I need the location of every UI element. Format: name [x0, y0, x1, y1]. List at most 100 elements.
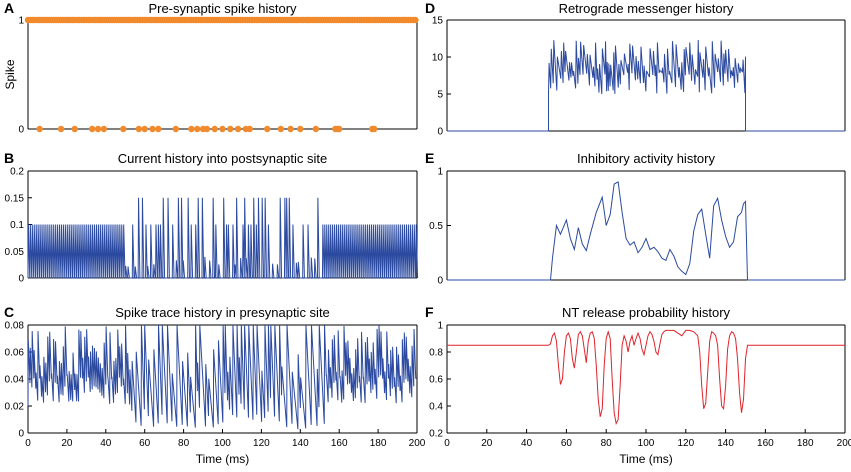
- silent-marker: [155, 125, 162, 133]
- x-tick-label: 100: [214, 438, 231, 449]
- panel-title: NT release probability history: [562, 305, 731, 320]
- silent-marker: [172, 125, 180, 133]
- y-tick-label: 0.5: [429, 221, 443, 232]
- y-tick-label: 0.05: [5, 247, 25, 258]
- y-tick-label: 0.2: [10, 167, 24, 178]
- silent-marker: [264, 125, 271, 133]
- panel-letter: D: [425, 0, 435, 16]
- y-tick-label: 5: [437, 90, 443, 101]
- y-tick-label: 0.02: [5, 402, 25, 413]
- silent-marker: [120, 125, 127, 133]
- panel-letter: A: [4, 0, 14, 16]
- y-tick-label: 0: [18, 274, 24, 285]
- panel-title: Spike trace history in presynaptic site: [115, 305, 330, 320]
- x-tick-label: 40: [521, 438, 533, 449]
- silent-marker: [297, 125, 304, 133]
- x-tick-label: 0: [25, 438, 31, 449]
- panel-c: Spike trace history in presynaptic site C…: [4, 304, 426, 466]
- panel-a: Pre-synaptic spike history A 0 1 Spike: [3, 0, 419, 136]
- silent-marker: [141, 125, 148, 133]
- silent-marker: [277, 125, 285, 133]
- silent-marker: [188, 125, 195, 133]
- x-tick-label: 140: [717, 438, 734, 449]
- panel-letter: F: [425, 304, 434, 320]
- panel-d: Retrograde messenger history D 0 5 10 15: [425, 0, 846, 138]
- y-tick-label: 0.4: [429, 402, 443, 413]
- silent-marker: [36, 125, 43, 133]
- panel-f: NT release probability history F 0.2 0.4 0.6…: [425, 304, 851, 466]
- silent-marker: [336, 125, 343, 133]
- x-tick-label: 160: [757, 438, 774, 449]
- x-tick-label: 60: [139, 438, 151, 449]
- panel-title: Pre-synaptic spike history: [148, 1, 297, 16]
- y-tick-label: 10: [432, 53, 444, 64]
- y-tick-label: 0.08: [5, 321, 25, 332]
- x-tick-label: 200: [837, 438, 851, 449]
- silent-marker: [371, 125, 378, 133]
- panel-title: Retrograde messenger history: [559, 1, 734, 16]
- y-tick-label: 0.1: [10, 220, 24, 231]
- y-tick-label: 15: [432, 16, 444, 27]
- silent-marker: [312, 125, 320, 133]
- nt-release-trace: [447, 329, 845, 426]
- y-tick-label: 0.6: [429, 375, 443, 386]
- silent-marker: [194, 125, 201, 133]
- y-tick-label: 0: [437, 276, 443, 287]
- retrograde-trace: [447, 40, 845, 132]
- y-axis-label: Spike: [3, 59, 17, 89]
- panel-letter: C: [4, 304, 14, 320]
- silent-marker: [94, 125, 102, 133]
- x-tick-label: 80: [178, 438, 190, 449]
- spike-trace: [27, 324, 417, 430]
- x-tick-label: 60: [561, 438, 573, 449]
- panel-title: Current history into postsynaptic site: [118, 151, 328, 166]
- y-tick-label: 0.15: [5, 193, 25, 204]
- silent-marker: [211, 125, 218, 133]
- silent-marker: [71, 125, 78, 133]
- silent-marker: [219, 125, 226, 133]
- y-tick-label: 0: [18, 125, 24, 136]
- x-axis-label: Time (ms): [196, 452, 250, 466]
- x-tick-label: 20: [61, 438, 73, 449]
- y-tick-label: 0.8: [429, 348, 443, 359]
- y-tick-label: 0.06: [5, 348, 25, 359]
- inhibitory-trace: [447, 181, 845, 281]
- y-tick-label: 0.2: [429, 429, 443, 440]
- silent-marker: [203, 125, 211, 133]
- panel-letter: E: [425, 150, 434, 166]
- spike-marker: [412, 16, 419, 24]
- x-tick-label: 120: [253, 438, 270, 449]
- silent-marker: [227, 125, 234, 133]
- y-tick-label: 0: [18, 429, 24, 440]
- x-tick-label: 0: [444, 438, 450, 449]
- panel-letter: B: [4, 150, 14, 166]
- x-tick-label: 80: [601, 438, 613, 449]
- x-tick-label: 200: [409, 438, 426, 449]
- y-tick-label: 1: [18, 16, 24, 27]
- x-tick-label: 20: [481, 438, 493, 449]
- x-tick-label: 120: [677, 438, 694, 449]
- silent-marker: [100, 125, 108, 133]
- x-tick-label: 100: [638, 438, 655, 449]
- x-tick-label: 160: [331, 438, 348, 449]
- silent-marker: [135, 125, 143, 133]
- x-tick-label: 40: [100, 438, 112, 449]
- silent-marker: [287, 125, 294, 133]
- panel-title: Inhibitory activity history: [577, 151, 715, 166]
- y-tick-label: 1: [437, 167, 443, 178]
- silent-marker: [149, 125, 156, 133]
- x-axis-label: Time (ms): [619, 452, 673, 466]
- x-tick-label: 180: [370, 438, 387, 449]
- panel-b: Current history into postsynaptic siteB0…: [4, 150, 419, 285]
- x-tick-label: 140: [292, 438, 309, 449]
- silent-marker: [246, 125, 253, 133]
- y-tick-label: 1: [437, 321, 443, 332]
- silent-marker: [88, 125, 96, 133]
- silent-marker: [234, 125, 242, 133]
- x-tick-label: 180: [797, 438, 814, 449]
- y-tick-label: 0: [437, 127, 443, 138]
- silent-marker: [57, 125, 65, 133]
- panel-e: Inhibitory activity history E 0 0.5 1: [425, 150, 846, 287]
- current-trace: [27, 197, 419, 279]
